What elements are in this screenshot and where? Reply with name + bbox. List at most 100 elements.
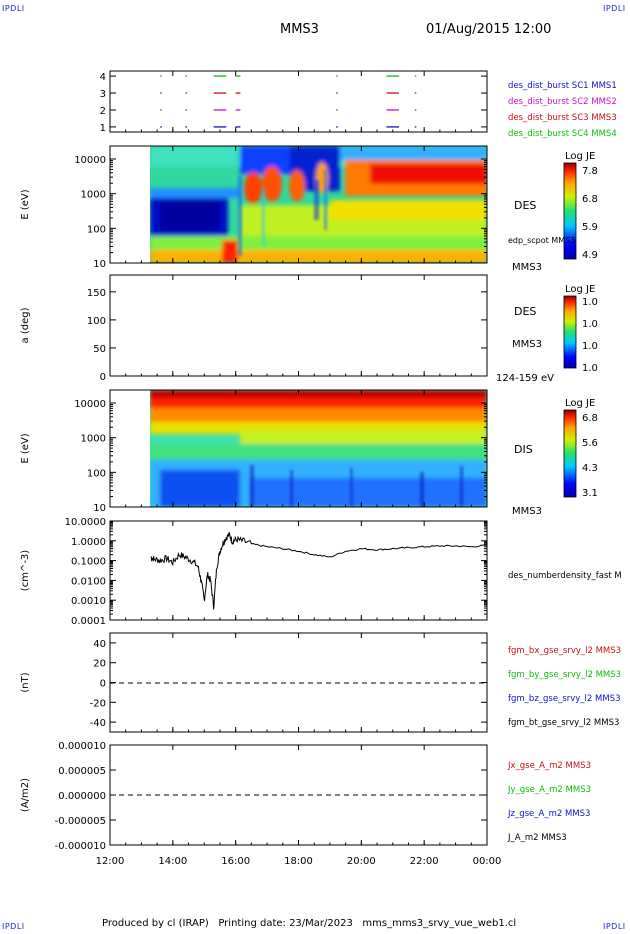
magnetic-ylabel: (nT) bbox=[20, 672, 31, 692]
current-legend-entry: Jz_gse_A_m2 MMS3 bbox=[507, 809, 590, 819]
dis-energy-spectrogram bbox=[150, 390, 487, 507]
corner-tag-top-left: IPDLI bbox=[2, 4, 25, 13]
density-line bbox=[150, 532, 488, 610]
density-ylabel: (cm^-3) bbox=[20, 550, 31, 591]
magnetic-legend-entry: fgm_bz_gse_srvy_l2 MMS3 bbox=[508, 694, 621, 704]
magnetic-ytick-label: 0 bbox=[100, 679, 106, 690]
current-ylabel: (A/m2) bbox=[20, 778, 31, 812]
des-pitch-colorbar-tick: 1.0 bbox=[582, 297, 598, 308]
dis-energy-colorbar-tick: 6.8 bbox=[582, 413, 598, 424]
current-legend-entry: Jy_gse_A_m2 MMS3 bbox=[507, 785, 591, 795]
des-energy-colorbar-tick: 7.8 bbox=[582, 166, 598, 177]
burst-legend-entry: des_dist_burst SC3 MMS3 bbox=[508, 113, 617, 123]
magnetic-ytick-label: -20 bbox=[90, 698, 106, 709]
dis-energy-colorbar-tick: 4.3 bbox=[582, 463, 598, 474]
des-pitch-ytick-label: 50 bbox=[93, 344, 106, 355]
corner-tag-bottom-left: IPDLI bbox=[2, 922, 25, 931]
footer-credit: Produced by cl (IRAP) Printing date: 23/… bbox=[102, 918, 517, 929]
magnetic-ytick-label: 20 bbox=[93, 659, 106, 670]
time-tick-label: 22:00 bbox=[410, 856, 439, 867]
des-energy-spacecraft-label: MMS3 bbox=[512, 262, 542, 273]
panel-burst-frame bbox=[109, 70, 488, 133]
magnetic-legend-entry: fgm_by_gse_srvy_l2 MMS3 bbox=[508, 670, 621, 680]
density-ytick-label: 0.1000 bbox=[71, 557, 106, 568]
des-pitch-ytick-label: 0 bbox=[100, 372, 106, 383]
panel-des-pitch bbox=[109, 274, 577, 377]
des-energy-colorbar-title: Log JE bbox=[565, 151, 595, 162]
dis-energy-ytick-label: 10000 bbox=[74, 399, 106, 410]
des-energy-ytick-label: 10000 bbox=[74, 155, 106, 166]
panel-des-pitch-frame bbox=[109, 274, 488, 377]
current-ytick-label: 0.000010 bbox=[58, 741, 106, 752]
dis-energy-colorbar bbox=[563, 409, 577, 498]
dis-energy-ylabel: E (eV) bbox=[20, 433, 31, 463]
time-tick-label: 18:00 bbox=[284, 856, 313, 867]
magnetic-legend-entry: fgm_bt_gse_srvy_l2 MMS3 bbox=[508, 718, 619, 728]
des-energy-colorbar-tick: 5.9 bbox=[582, 222, 598, 233]
burst-ytick-label: 4 bbox=[100, 72, 106, 83]
density-ytick-label: 0.0001 bbox=[71, 616, 106, 627]
des-pitch-colorbar-tick: 1.0 bbox=[582, 319, 598, 330]
time-tick-label: 14:00 bbox=[158, 856, 187, 867]
dis-energy-colorbar-tick: 5.6 bbox=[582, 438, 598, 449]
dis-energy-side-label: DIS bbox=[514, 443, 533, 456]
panel-density bbox=[109, 520, 488, 621]
des-pitch-colorbar bbox=[563, 295, 577, 369]
dis-energy-ytick-label: 10 bbox=[93, 503, 106, 514]
current-ytick-label: -0.000010 bbox=[55, 841, 106, 852]
burst-ytick-label: 1 bbox=[100, 123, 106, 134]
panel-burst bbox=[109, 70, 488, 133]
des-pitch-colorbar-tick: 1.0 bbox=[582, 363, 598, 374]
current-legend-entry: Jx_gse_A_m2 MMS3 bbox=[507, 761, 591, 771]
density-ytick-label: 0.0010 bbox=[71, 596, 106, 607]
density-ytick-label: 0.0100 bbox=[71, 576, 106, 587]
dis-energy-ytick-label: 100 bbox=[87, 468, 106, 479]
panel-dis-energy bbox=[109, 389, 577, 508]
panel-magnetic bbox=[109, 632, 488, 733]
des-pitch-spacecraft-label: MMS3 bbox=[512, 339, 542, 350]
dis-energy-colorbar-tick: 3.1 bbox=[582, 488, 598, 499]
corner-tag-bottom-right: IPDLI bbox=[603, 922, 626, 931]
des-pitch-ylabel: a (deg) bbox=[20, 307, 31, 343]
dis-energy-ytick-label: 1000 bbox=[81, 434, 106, 445]
des-pitch-side-label: DES bbox=[514, 305, 536, 318]
panel-density-frame bbox=[109, 520, 488, 621]
des-pitch-ytick-label: 150 bbox=[87, 288, 106, 299]
des-energy-ylabel: E (eV) bbox=[20, 189, 31, 219]
current-ytick-label: 0.000005 bbox=[58, 766, 106, 777]
des-energy-spectrogram bbox=[150, 146, 487, 263]
burst-ytick-label: 2 bbox=[100, 106, 106, 117]
des-energy-ytick-label: 100 bbox=[87, 224, 106, 235]
density-ytick-label: 1.0000 bbox=[71, 537, 106, 548]
time-tick-label: 12:00 bbox=[96, 856, 125, 867]
des-energy-ytick-label: 1000 bbox=[81, 190, 106, 201]
current-ytick-label: -0.000005 bbox=[55, 816, 106, 827]
dis-energy-colorbar-title: Log JE bbox=[565, 398, 595, 409]
burst-legend-entry: des_dist_burst SC4 MMS4 bbox=[508, 129, 617, 139]
des-energy-ytick-label: 10 bbox=[93, 259, 106, 270]
burst-ytick-label: 3 bbox=[100, 89, 106, 100]
density-ytick-label: 10.0000 bbox=[65, 517, 106, 528]
des-pitch-colorbar-tick: 1.0 bbox=[582, 341, 598, 352]
burst-legend-entry: des_dist_burst SC2 MMS2 bbox=[508, 97, 617, 107]
des-energy-colorbar-tick: 4.9 bbox=[582, 250, 598, 261]
dis-energy-spacecraft-label: MMS3 bbox=[512, 506, 542, 517]
time-tick-label: 16:00 bbox=[221, 856, 250, 867]
date-title: 01/Aug/2015 12:00 bbox=[426, 22, 552, 37]
burst-legend-entry: des_dist_burst SC1 MMS1 bbox=[508, 81, 617, 91]
magnetic-legend-entry: fgm_bx_gse_srvy_l2 MMS3 bbox=[508, 646, 621, 656]
spacecraft-title: MMS3 bbox=[280, 22, 319, 37]
density-legend-entry: des_numberdensity_fast M bbox=[508, 571, 622, 581]
des-pitch-energy-range: 124-159 eV bbox=[496, 373, 554, 384]
current-legend-entry: J_A_m2 MMS3 bbox=[507, 833, 567, 843]
des-pitch-colorbar-title: Log JE bbox=[565, 284, 595, 295]
panel-des-energy bbox=[109, 145, 577, 264]
des-energy-colorbar bbox=[563, 162, 577, 260]
des-pitch-ytick-label: 100 bbox=[87, 316, 106, 327]
current-ytick-label: 0.000000 bbox=[58, 791, 106, 802]
magnetic-ytick-label: -40 bbox=[90, 718, 106, 729]
corner-tag-top-right: IPDLI bbox=[603, 4, 626, 13]
des-energy-colorbar-tick: 6.8 bbox=[582, 194, 598, 205]
des-energy-sub-label: edp_scpot MMS3 bbox=[508, 236, 575, 245]
